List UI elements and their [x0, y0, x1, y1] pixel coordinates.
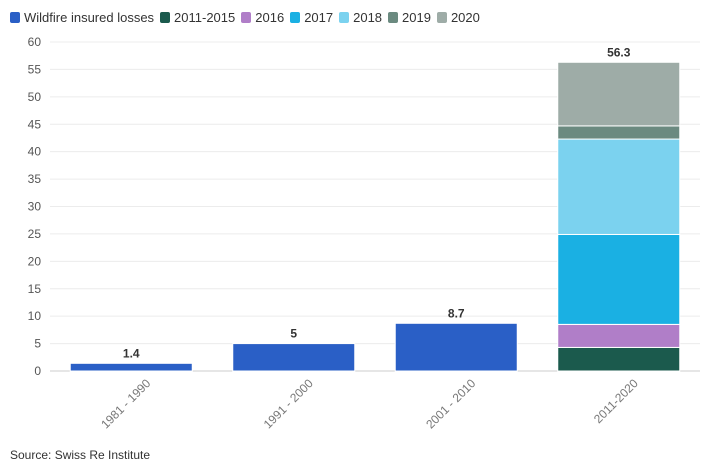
x-tick-label: 2011-2020 — [591, 376, 641, 426]
x-tick-label: 1991 - 2000 — [261, 376, 316, 431]
legend-label: 2016 — [255, 9, 285, 25]
y-tick-label: 0 — [34, 364, 41, 378]
legend-swatch — [339, 11, 350, 23]
y-tick-label: 30 — [28, 200, 42, 214]
legend-swatch — [160, 11, 171, 23]
y-tick-label: 55 — [28, 62, 42, 76]
data-label: 5 — [290, 327, 297, 341]
y-tick-label: 20 — [28, 254, 42, 268]
data-label: 1.4 — [123, 346, 140, 360]
legend-item: 2016 — [241, 10, 284, 25]
legend-item: 2017 — [290, 10, 333, 25]
x-tick-label: 2001 - 2010 — [423, 376, 478, 431]
data-label: 56.3 — [607, 45, 631, 59]
y-tick-label: 25 — [28, 227, 42, 241]
y-tick-label: 50 — [28, 90, 42, 104]
legend-label: Wildfire insured losses — [24, 9, 155, 25]
y-tick-label: 35 — [28, 172, 42, 186]
y-tick-label: 60 — [28, 35, 42, 49]
bar-segment — [557, 233, 681, 325]
y-tick-label: 40 — [28, 145, 42, 159]
legend-item: 2020 — [436, 9, 480, 25]
bar-segment — [394, 322, 518, 372]
y-tick-label: 45 — [28, 117, 42, 131]
legend-swatch — [436, 11, 447, 23]
y-tick-label: 5 — [34, 337, 41, 351]
y-tick-label: 10 — [28, 309, 42, 323]
bar-segment — [232, 343, 356, 372]
bar-segment — [557, 61, 681, 127]
legend-swatch — [10, 11, 20, 23]
bar-segment — [557, 323, 681, 348]
bar-segment — [557, 138, 681, 235]
y-tick-label: 15 — [28, 282, 42, 296]
bar-segment — [557, 346, 681, 372]
legend-label: 2020 — [450, 9, 480, 25]
legend-label: 2011-2015 — [174, 9, 236, 25]
source-note: Source: Swiss Re Institute — [10, 448, 151, 462]
legend-swatch — [241, 11, 252, 23]
bar-segment — [557, 125, 681, 140]
legend-item: Wildfire insured losses — [10, 10, 154, 25]
legend-item: 2011-2015 — [160, 10, 235, 25]
chart-legend: Wildfire insured losses 2011-2015 2016 2017… — [10, 9, 486, 25]
legend-label: 2018 — [353, 9, 383, 25]
legend-swatch — [388, 11, 399, 23]
bar-segment — [69, 362, 193, 372]
legend-swatch — [290, 11, 301, 23]
legend-label: 2017 — [304, 9, 334, 25]
legend-item: 2018 — [339, 10, 382, 25]
data-label: 8.7 — [448, 306, 465, 320]
legend-item: 2019 — [388, 10, 431, 25]
x-tick-label: 1981 - 1990 — [98, 376, 153, 431]
legend-label: 2019 — [402, 9, 431, 25]
